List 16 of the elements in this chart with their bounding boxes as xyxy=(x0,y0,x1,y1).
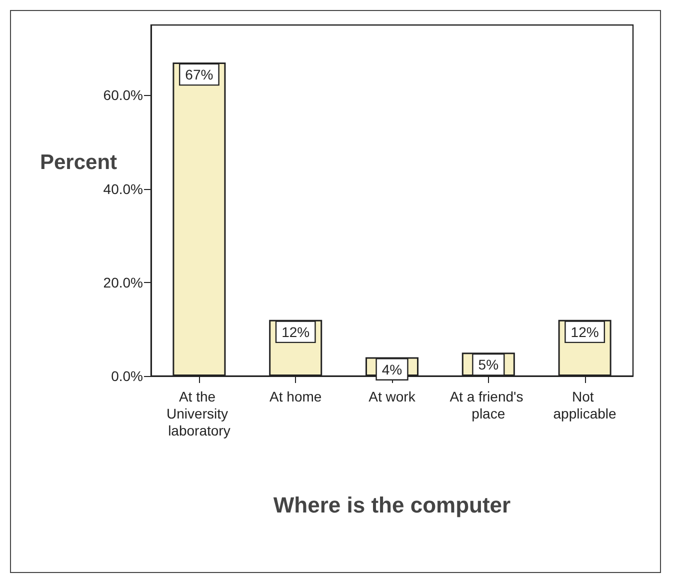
data-label: 12% xyxy=(570,324,599,340)
x-tick-label: At home xyxy=(270,388,322,404)
data-label: 12% xyxy=(282,324,310,340)
x-tick-label: At a friend's place xyxy=(450,388,528,422)
y-tick-label: 60.0% xyxy=(103,87,143,104)
x-tick-label: At work xyxy=(368,388,416,404)
data-label: 67% xyxy=(185,66,214,82)
y-tick-label: 40.0% xyxy=(103,180,143,197)
x-tick-label: Not applicable xyxy=(553,388,617,422)
y-tick-label: 0.0% xyxy=(111,368,143,384)
data-label: 5% xyxy=(478,356,499,373)
y-tick-label: 20.0% xyxy=(103,274,143,290)
y-axis-title: Percent xyxy=(40,151,118,174)
x-axis-title: Where is the computer xyxy=(273,492,512,518)
x-tick-label: At the University laboratory xyxy=(166,388,232,438)
data-label: 4% xyxy=(382,361,402,378)
